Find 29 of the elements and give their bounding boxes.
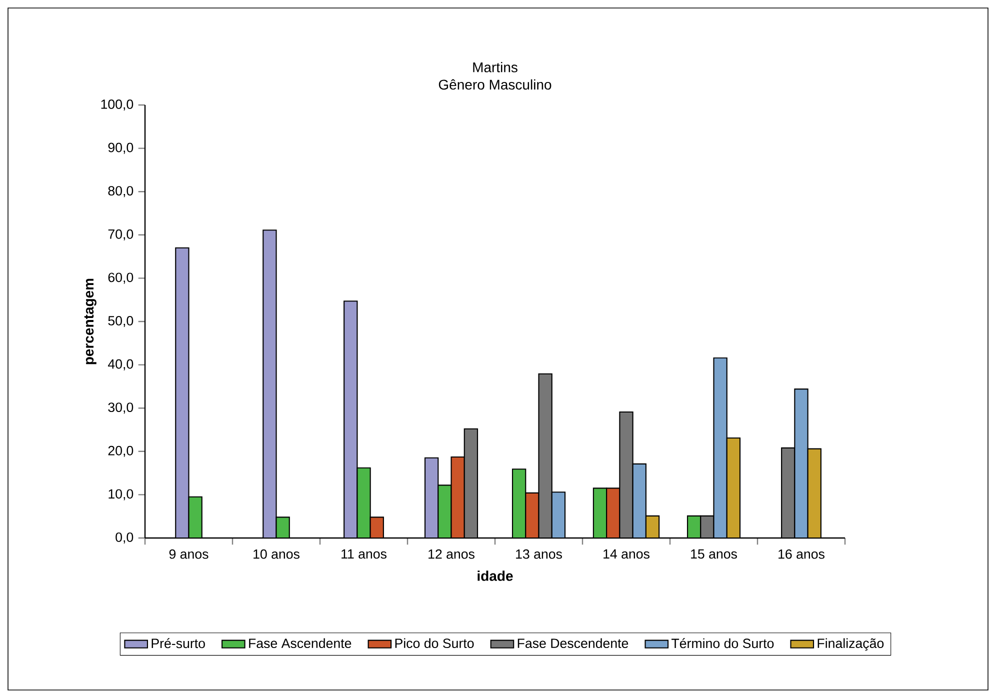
legend-label: Término do Surto	[672, 638, 774, 648]
y-axis-title: percentagem	[84, 278, 96, 364]
y-tick-label: 0,0	[116, 532, 134, 544]
legend-label: Pico do Surto	[395, 638, 474, 648]
y-tick-label: 20,0	[108, 446, 134, 457]
y-tick-label: 80,0	[108, 186, 134, 198]
x-tick-label: 9 anos	[169, 549, 208, 559]
y-tick-label: 100,0	[101, 100, 134, 111]
legend-label: Pré-surto	[152, 638, 205, 648]
y-tick-label: 60,0	[108, 272, 134, 284]
chart-title: Martins	[473, 62, 518, 72]
x-tick-label: 12 anos	[428, 549, 474, 559]
x-tick-label: 11 anos	[342, 549, 386, 559]
chart-subtitle: Gênero Masculino	[438, 79, 552, 90]
x-tick-label: 13 anos	[516, 549, 562, 559]
x-tick-label: 10 anos	[254, 549, 300, 559]
legend-label: Finalização	[818, 638, 884, 651]
x-tick-label: 15 anos	[691, 549, 737, 559]
y-tick-label: 90,0	[108, 142, 134, 154]
x-tick-label: 16 anos	[778, 549, 824, 559]
legend-label: Fase Descendente	[518, 638, 628, 648]
y-tick-label: 70,0	[108, 229, 134, 240]
y-tick-label: 10,0	[108, 489, 134, 500]
y-tick-label: 50,0	[108, 316, 134, 328]
legend-label: Fase Ascendente	[249, 638, 352, 648]
y-tick-label: 30,0	[108, 402, 134, 414]
x-tick-label: 14 anos	[604, 549, 650, 559]
y-tick-label: 40,0	[108, 359, 134, 370]
x-axis-title: idade	[478, 570, 513, 581]
